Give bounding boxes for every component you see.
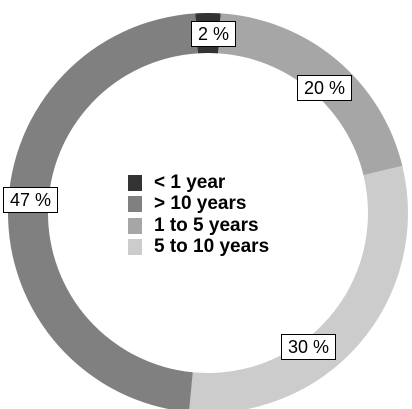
legend-item-more-10-years: > 10 years <box>128 193 269 216</box>
legend-label: < 1 year <box>154 171 226 193</box>
legend-item-1-to-5-years: 1 to 5 years <box>128 215 269 237</box>
data-label-2: 2 % <box>191 21 237 47</box>
legend-label: > 10 years <box>154 193 247 215</box>
data-label-47: 47 % <box>3 187 59 213</box>
legend-label: 5 to 10 years <box>154 236 270 258</box>
legend-swatch <box>128 217 142 234</box>
legend-swatch <box>128 196 142 213</box>
donut-slice-30 <box>189 165 408 409</box>
legend-swatch <box>128 239 142 256</box>
legend-label: 1 to 5 years <box>154 214 259 236</box>
legend-swatch <box>128 174 142 191</box>
donut-slice-47 <box>8 13 198 409</box>
legend-item-less-1-year: < 1 year <box>128 172 269 194</box>
legend-item-5-to-10-years: 5 to 10 years <box>128 236 270 259</box>
data-label-30: 30 % <box>281 334 337 360</box>
chart-legend: < 1 year > 10 years 1 to 5 years 5 to 10… <box>128 172 269 258</box>
data-label-20: 20 % <box>297 75 353 101</box>
donut-slice-20 <box>218 13 403 176</box>
